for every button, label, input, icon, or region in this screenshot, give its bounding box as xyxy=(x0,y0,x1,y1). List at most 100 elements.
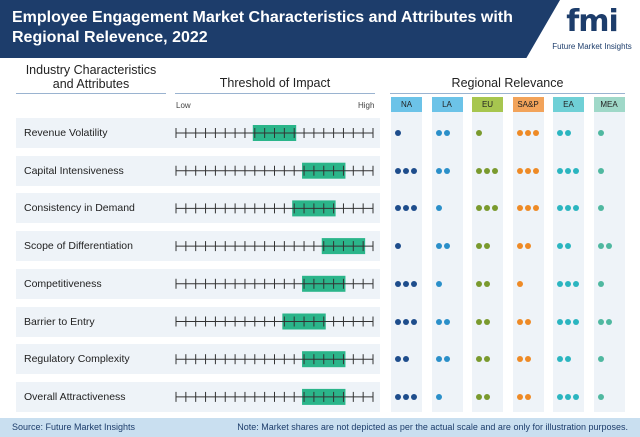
relevance-dot xyxy=(403,167,409,174)
region-badge-na: NA xyxy=(391,97,422,112)
relevance-dot xyxy=(443,356,450,363)
logo-subtitle: Future Market Insights xyxy=(552,42,632,51)
threshold-header: Threshold of Impact xyxy=(219,76,331,90)
relevance-dot xyxy=(411,280,417,287)
relevance-dot xyxy=(484,356,490,363)
relevance-dot xyxy=(516,393,523,400)
relevance-dot xyxy=(476,205,482,212)
relevance-dot xyxy=(484,318,490,325)
relevance-dot xyxy=(516,205,523,212)
region-badge-la: LA xyxy=(431,97,463,112)
relevance-dot xyxy=(395,130,401,136)
relevance-dot xyxy=(403,393,409,400)
relevance-dot xyxy=(597,243,604,250)
relevance-dot xyxy=(492,167,498,174)
relevance-dot xyxy=(395,318,401,325)
relevance-dot xyxy=(395,205,401,212)
characteristics-underline xyxy=(16,93,166,94)
relevance-dot xyxy=(524,356,531,363)
relevance-dot xyxy=(516,280,523,287)
relevance-dot xyxy=(605,318,612,325)
relevance-dot xyxy=(565,318,571,325)
row-label: Barrier to Entry xyxy=(24,315,95,328)
relevance-dot xyxy=(476,167,482,174)
relevance-dot xyxy=(565,130,571,136)
relevance-dot xyxy=(565,243,571,250)
relevance-dot xyxy=(443,130,450,136)
relevance-dot xyxy=(565,280,571,287)
relevance-dot xyxy=(557,356,563,363)
relevance-dot xyxy=(573,205,579,212)
relevance-dot xyxy=(565,356,571,363)
relevance-dot xyxy=(524,130,531,136)
relevance-dot xyxy=(573,393,579,400)
relevance-dot xyxy=(597,318,604,325)
row-label: Scope of Differentiation xyxy=(24,240,133,253)
relevance-dot xyxy=(532,205,539,212)
footer-note: Note: Market shares are not depicted as … xyxy=(237,422,628,432)
relevance-dot xyxy=(557,130,563,136)
relevance-dot xyxy=(411,167,417,174)
footer: Source: Future Market Insights Note: Mar… xyxy=(0,418,640,437)
relevance-dot xyxy=(524,205,531,212)
relevance-dot xyxy=(476,280,482,287)
relevance-dot xyxy=(443,318,450,325)
relevance-dot xyxy=(443,243,450,250)
relevance-dot xyxy=(597,205,604,212)
relevance-dot xyxy=(476,318,482,325)
row-label: Regulatory Complexity xyxy=(24,353,130,366)
relevance-dot xyxy=(484,280,490,287)
relevance-dot xyxy=(411,393,417,400)
row-label: Competitiveness xyxy=(24,277,102,290)
relevance-dot xyxy=(476,130,482,136)
region-badge-sap: SA&P xyxy=(512,97,544,112)
relevance-dot xyxy=(435,130,442,136)
row-label: Capital Intensiveness xyxy=(24,164,124,177)
header: Employee Engagement Market Characteristi… xyxy=(0,0,640,58)
relevance-dot xyxy=(532,167,539,174)
relevance-dot xyxy=(524,393,531,400)
relevance-dot xyxy=(435,205,442,212)
header-bar xyxy=(0,0,560,58)
scale-high-label: High xyxy=(358,101,375,110)
row-label: Overall Attractiveness xyxy=(24,390,126,403)
relevance-dot xyxy=(395,167,401,174)
relevance-dot xyxy=(435,167,442,174)
relevance-dot xyxy=(597,280,604,287)
relevance-dot xyxy=(516,167,523,174)
relevance-dot xyxy=(395,280,401,287)
relevance-dot xyxy=(557,318,563,325)
relevance-dot xyxy=(597,167,604,174)
relevance-dot xyxy=(484,243,490,250)
row-label: Revenue Volatility xyxy=(24,127,108,139)
relevance-dot xyxy=(443,167,450,174)
scale-low-label: Low xyxy=(176,101,191,110)
relevance-dot xyxy=(484,393,490,400)
region-badge-ea: EA xyxy=(553,97,584,112)
relevance-dot xyxy=(524,243,531,250)
relevance-dot xyxy=(435,393,442,400)
relevance-dot xyxy=(435,243,442,250)
relevance-dot xyxy=(395,356,401,363)
relevance-dot xyxy=(573,280,579,287)
relevance-dot xyxy=(605,243,612,250)
relevance-dot xyxy=(557,280,563,287)
characteristics-header: Industry Characteristics and Attributes xyxy=(25,63,157,91)
relevance-dot xyxy=(484,167,490,174)
relevance-dot xyxy=(395,243,401,250)
relevance-dot xyxy=(403,205,409,212)
relevance-dot xyxy=(557,167,563,174)
relevance-dot xyxy=(597,393,604,400)
relevance-dot xyxy=(403,356,409,363)
relevance-dot xyxy=(516,318,523,325)
region-badge-eu: EU xyxy=(472,97,503,112)
relevance-dot xyxy=(565,167,571,174)
relevance-dot xyxy=(557,393,563,400)
relevance-dot xyxy=(516,356,523,363)
relevance-dot xyxy=(557,205,563,212)
region-badge-mea: MEA xyxy=(593,97,625,112)
relevance-dot xyxy=(524,167,531,174)
relevance-dot xyxy=(476,243,482,250)
relevance-dot xyxy=(532,130,539,136)
